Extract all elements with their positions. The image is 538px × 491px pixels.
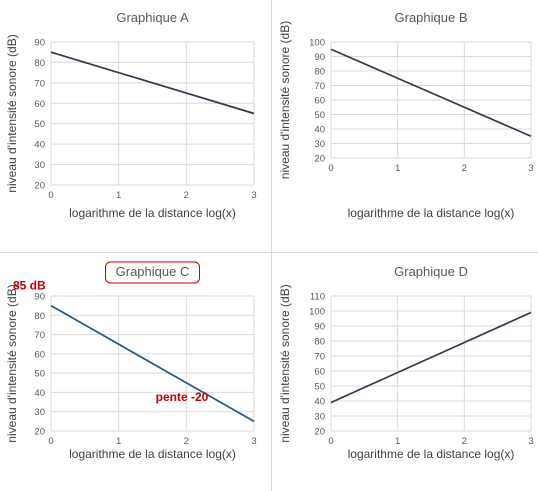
chart-c: 20 30 40 50 60 70 80 90 0 1 2 3 Graphique C logarithm… <box>5 261 257 461</box>
y-tick-label: 80 <box>34 311 45 322</box>
y-tick-label: 90 <box>314 322 325 333</box>
vertical-divider <box>271 0 272 491</box>
x-tick-label: 1 <box>395 436 400 447</box>
x-tick-label: 1 <box>116 436 121 447</box>
y-tick-label: 100 <box>309 307 325 318</box>
y-tick-label: 90 <box>34 292 45 303</box>
y-tick-label: 40 <box>34 140 45 151</box>
chart-b: 20 30 40 50 60 70 80 90 100 0 1 2 3 Graphique B logari… <box>278 10 534 220</box>
series-line <box>50 51 255 115</box>
x-tick-label: 0 <box>48 190 53 201</box>
y-tick-label: 60 <box>34 349 45 360</box>
y-tick-label: 30 <box>34 160 45 171</box>
y-axis-label: niveau d'intensité sonore (dB) <box>5 284 19 442</box>
annotation: 85 dB <box>13 279 46 293</box>
x-tick-label: 0 <box>48 436 53 447</box>
y-tick-label: 70 <box>34 78 45 89</box>
y-tick-label: 50 <box>34 369 45 380</box>
y-tick-label: 60 <box>34 99 45 110</box>
y-tick-label: 20 <box>34 427 45 438</box>
x-tick-label: 3 <box>528 163 533 174</box>
series-line <box>330 311 532 404</box>
y-tick-label: 20 <box>34 181 45 192</box>
y-tick-label: 30 <box>34 407 45 418</box>
y-tick-label: 70 <box>34 330 45 341</box>
x-tick-label: 3 <box>251 190 256 201</box>
y-tick-label: 40 <box>314 125 325 136</box>
x-axis-label: logarithme de la distance log(x) <box>348 447 515 461</box>
y-tick-label: 70 <box>314 81 325 92</box>
chart-title: Graphique B <box>395 10 468 25</box>
x-tick-label: 3 <box>251 436 256 447</box>
y-tick-label: 60 <box>314 367 325 378</box>
y-tick-label: 40 <box>314 397 325 408</box>
x-axis-label: logarithme de la distance log(x) <box>69 447 236 461</box>
y-tick-label: 30 <box>314 412 325 423</box>
y-tick-label: 40 <box>34 388 45 399</box>
y-tick-label: 50 <box>314 382 325 393</box>
y-tick-label: 50 <box>314 110 325 121</box>
y-tick-label: 50 <box>34 119 45 130</box>
x-tick-label: 2 <box>462 436 467 447</box>
title-frame <box>105 261 200 284</box>
x-axis-label: logarithme de la distance log(x) <box>69 206 236 220</box>
x-tick-label: 1 <box>395 163 400 174</box>
chart-title: Graphique D <box>394 264 468 279</box>
y-axis-label: niveau d'intensité sonore (dB) <box>278 284 292 442</box>
y-tick-label: 60 <box>314 96 325 107</box>
chart-title: Graphique C <box>116 264 190 279</box>
x-tick-label: 1 <box>116 190 121 201</box>
y-axis-label: niveau d'intensité sonore (dB) <box>278 21 292 179</box>
y-tick-label: 90 <box>34 38 45 49</box>
chart-a: 20 30 40 50 60 70 80 90 0 1 2 3 Graphique A logarithm… <box>5 10 257 220</box>
x-tick-label: 3 <box>528 436 533 447</box>
horizontal-divider <box>0 252 538 253</box>
y-axis-label: niveau d'intensité sonore (dB) <box>5 34 19 192</box>
x-tick-label: 2 <box>184 436 189 447</box>
y-tick-label: 20 <box>314 154 325 165</box>
y-tick-label: 80 <box>34 58 45 69</box>
x-tick-label: 0 <box>328 436 333 447</box>
y-tick-label: 100 <box>309 38 325 49</box>
x-tick-label: 0 <box>328 163 333 174</box>
y-tick-label: 90 <box>314 52 325 63</box>
y-tick-label: 30 <box>314 139 325 150</box>
x-tick-label: 2 <box>184 190 189 201</box>
y-tick-label: 110 <box>310 292 325 303</box>
annotation: pente -20 <box>156 390 209 404</box>
series-line <box>330 48 532 138</box>
y-tick-label: 20 <box>314 427 325 438</box>
chart-d: 20 30 40 50 60 70 80 90 100 110 0 1 2 3 Graphique D log… <box>278 264 534 461</box>
y-tick-label: 80 <box>314 67 325 78</box>
x-axis-label: logarithme de la distance log(x) <box>348 206 515 220</box>
series-line <box>50 304 255 423</box>
x-tick-label: 2 <box>462 163 467 174</box>
y-tick-label: 70 <box>314 352 325 363</box>
y-tick-label: 80 <box>314 337 325 348</box>
chart-title: Graphique A <box>116 10 189 25</box>
